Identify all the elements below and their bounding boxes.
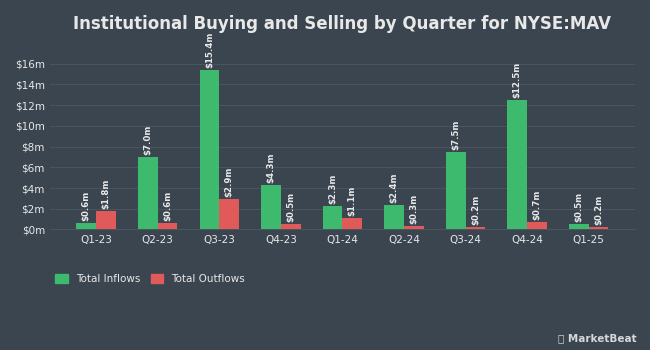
- Text: $0.6m: $0.6m: [163, 191, 172, 221]
- Bar: [96, 211, 116, 230]
- Text: $0.5m: $0.5m: [286, 192, 295, 222]
- Text: $4.3m: $4.3m: [266, 152, 276, 183]
- Bar: [138, 157, 158, 230]
- Bar: [404, 226, 424, 230]
- Text: $12.5m: $12.5m: [513, 62, 522, 98]
- Bar: [323, 206, 343, 230]
- Text: $15.4m: $15.4m: [205, 32, 214, 68]
- Bar: [77, 223, 96, 230]
- Bar: [465, 228, 486, 230]
- Text: $1.8m: $1.8m: [101, 178, 111, 209]
- Text: $0.7m: $0.7m: [532, 190, 541, 220]
- Bar: [569, 224, 589, 230]
- Text: $2.4m: $2.4m: [389, 172, 398, 203]
- Legend: Total Inflows, Total Outflows: Total Inflows, Total Outflows: [55, 274, 245, 284]
- Text: $7.0m: $7.0m: [144, 125, 152, 155]
- Text: $0.6m: $0.6m: [82, 191, 91, 221]
- Text: $2.9m: $2.9m: [225, 167, 233, 197]
- Bar: [343, 218, 362, 230]
- Bar: [446, 152, 465, 230]
- Text: $0.3m: $0.3m: [410, 194, 419, 224]
- Text: $0.5m: $0.5m: [575, 192, 583, 222]
- Title: Institutional Buying and Selling by Quarter for NYSE:MAV: Institutional Buying and Selling by Quar…: [73, 15, 612, 33]
- Text: $1.1m: $1.1m: [348, 186, 357, 216]
- Bar: [200, 70, 219, 230]
- Bar: [527, 222, 547, 230]
- Text: ⼊ MarketBeat: ⼊ MarketBeat: [558, 333, 637, 343]
- Bar: [589, 228, 608, 230]
- Text: $0.2m: $0.2m: [594, 195, 603, 225]
- Bar: [508, 100, 527, 230]
- Text: $0.2m: $0.2m: [471, 195, 480, 225]
- Bar: [219, 199, 239, 230]
- Bar: [281, 224, 300, 230]
- Text: $2.3m: $2.3m: [328, 173, 337, 204]
- Bar: [261, 185, 281, 230]
- Bar: [158, 223, 177, 230]
- Text: $7.5m: $7.5m: [451, 119, 460, 150]
- Bar: [384, 205, 404, 230]
